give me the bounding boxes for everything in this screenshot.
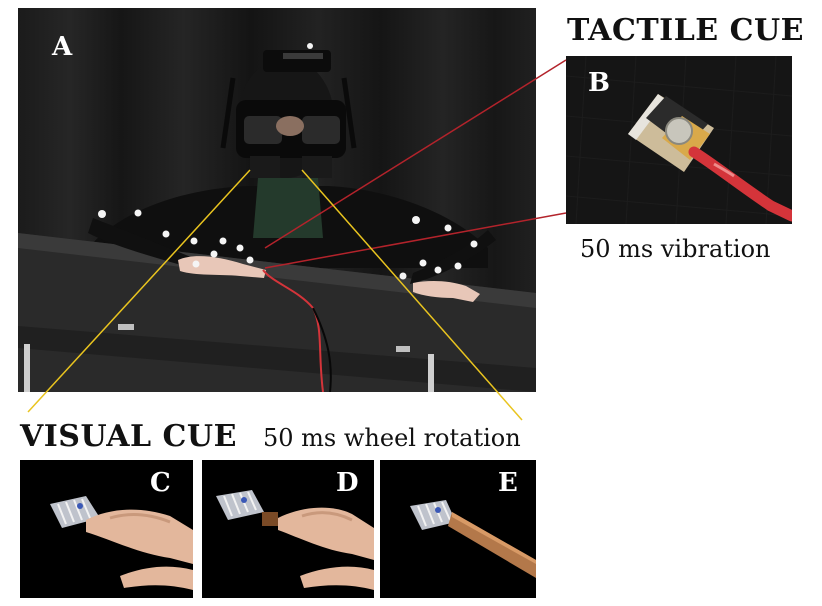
visual-cue-caption: 50 ms wheel rotation: [263, 424, 521, 452]
participant-photo: [18, 8, 536, 392]
panel-letter-b: B: [588, 68, 610, 98]
virtual-hand-render-c: [20, 460, 193, 598]
vibration-motor-photo: [566, 56, 792, 224]
photo-participant-panel: A: [18, 8, 536, 392]
tactile-cue-heading: TACTILE CUE: [567, 13, 805, 48]
tactile-cue-caption: 50 ms vibration: [580, 235, 771, 263]
panel-letter-a: A: [52, 32, 73, 62]
panel-letter-c: C: [150, 468, 171, 498]
virtual-hand-panel-d: D: [202, 460, 374, 598]
virtual-hand-panel-e: E: [380, 460, 536, 598]
panel-letter-e: E: [498, 468, 518, 498]
panel-letter-d: D: [336, 468, 359, 498]
vibration-motor-panel: B: [566, 56, 792, 224]
visual-cue-heading: VISUAL CUE: [20, 419, 237, 454]
virtual-hand-render-e: [380, 460, 536, 598]
virtual-hand-render-d: [202, 460, 374, 598]
virtual-hand-panel-c: C: [20, 460, 193, 598]
